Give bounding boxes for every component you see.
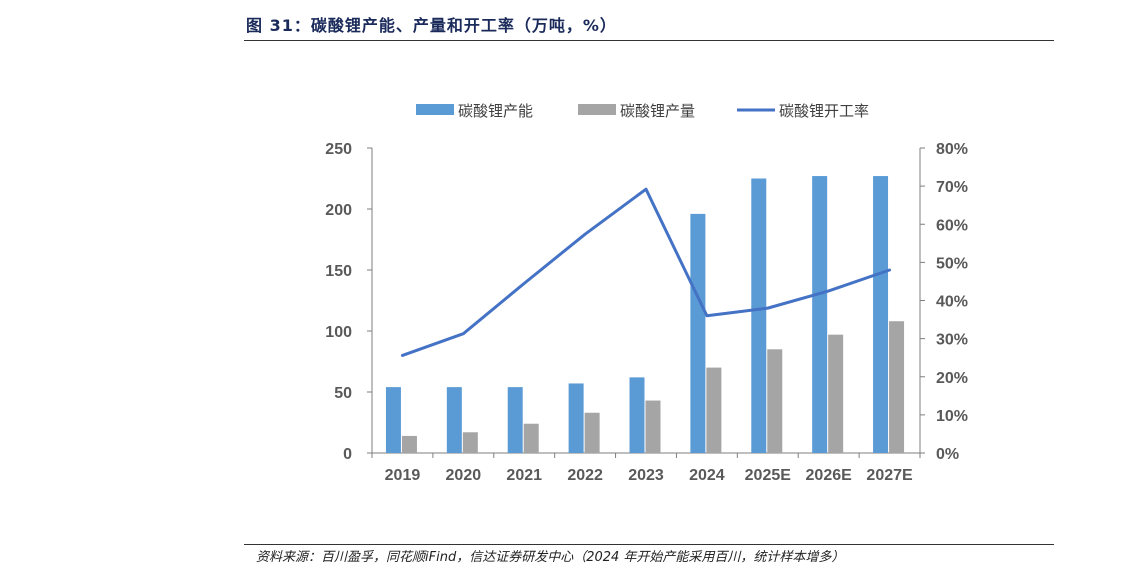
output-bar <box>828 334 844 453</box>
output-bar <box>645 400 661 453</box>
right-tick-label: 80% <box>936 141 968 158</box>
right-tick-label: 60% <box>936 217 968 234</box>
right-tick-label: 70% <box>936 179 968 196</box>
x-tick-label: 2020 <box>446 467 482 484</box>
capacity-bar <box>629 377 645 453</box>
capacity-bar <box>690 213 706 453</box>
x-tick-label: 2027E <box>866 467 913 484</box>
left-tick-label: 100 <box>325 324 352 341</box>
output-bar <box>523 423 539 453</box>
legend-label: 碳酸锂产能 <box>458 102 533 120</box>
source-divider <box>244 544 1054 545</box>
right-tick-label: 30% <box>936 332 968 349</box>
x-tick-label: 2022 <box>567 467 603 484</box>
capacity-bar <box>446 387 462 453</box>
capacity-bar <box>385 387 401 453</box>
right-tick-label: 10% <box>936 408 968 425</box>
left-tick-label: 250 <box>325 141 352 158</box>
capacity-bar <box>751 178 767 453</box>
legend-output-swatch <box>578 104 616 115</box>
figure-title: 图 31：碳酸锂产能、产量和开工率（万吨，%） <box>246 16 617 35</box>
output-bar <box>706 367 722 453</box>
output-bar <box>401 435 417 453</box>
x-tick-label: 2021 <box>506 467 542 484</box>
legend-label: 碳酸锂开工率 <box>779 102 869 120</box>
legend-capacity-swatch <box>416 104 454 115</box>
right-tick-label: 0% <box>936 446 959 463</box>
capacity-bar <box>812 176 828 453</box>
left-tick-label: 200 <box>325 202 352 219</box>
output-bar <box>767 349 783 453</box>
source-note: 资料来源：百川盈孚，同花顺iFind，信达证券研发中心（2024 年开始产能采用… <box>256 550 845 565</box>
legend-label: 碳酸锂产量 <box>620 102 695 120</box>
output-bar <box>889 321 905 453</box>
x-tick-label: 2024 <box>689 467 725 484</box>
right-tick-label: 20% <box>936 370 968 387</box>
left-tick-label: 0 <box>343 446 352 463</box>
chart-legend: 碳酸锂产能 碳酸锂产量 碳酸锂开工率 <box>416 102 869 120</box>
title-divider <box>244 40 1054 41</box>
left-tick-label: 150 <box>325 263 352 280</box>
right-tick-label: 40% <box>936 294 968 311</box>
capacity-bar <box>507 387 523 453</box>
capacity-bar <box>873 176 889 453</box>
x-tick-label: 2019 <box>385 467 421 484</box>
output-bar <box>584 412 600 453</box>
capacity-bar <box>568 383 584 453</box>
chart-bars <box>385 176 905 453</box>
left-tick-label: 50 <box>334 385 352 402</box>
x-tick-label: 2023 <box>628 467 664 484</box>
right-tick-label: 50% <box>936 255 968 272</box>
output-bar <box>462 432 478 453</box>
x-tick-label: 2025E <box>745 467 792 484</box>
chart-lines <box>400 187 892 357</box>
x-tick-label: 2026E <box>806 467 853 484</box>
